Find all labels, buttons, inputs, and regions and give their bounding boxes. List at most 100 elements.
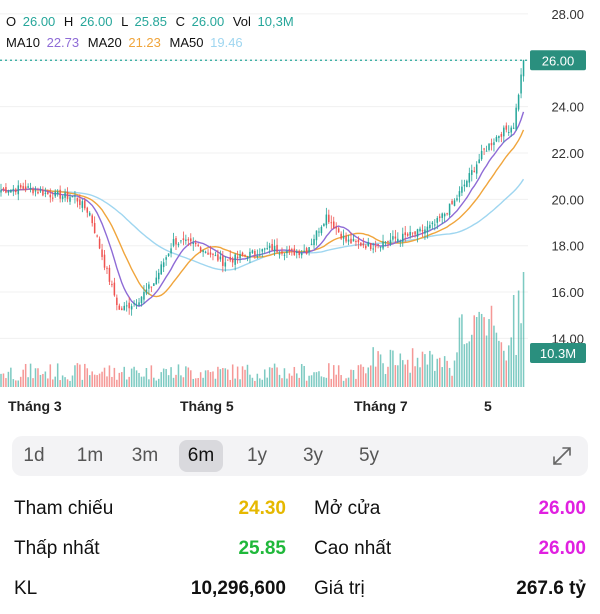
candle-body (56, 191, 59, 195)
stat-low: Thấp nhất 25.85 (14, 538, 286, 574)
candle-body (98, 238, 101, 249)
volume-bar (421, 351, 424, 387)
volume-bar (340, 375, 342, 387)
tab-3y[interactable]: 3y (302, 445, 324, 466)
tab-3m[interactable]: 3m (131, 445, 159, 466)
volume-bar (74, 365, 76, 387)
candle-body (471, 170, 473, 175)
tab-5y[interactable]: 5y (358, 445, 380, 466)
tab-1m[interactable]: 1m (76, 445, 104, 466)
volume-bar (84, 363, 86, 387)
candle-body (303, 250, 305, 252)
volume-bar (172, 377, 175, 387)
volume-bar (305, 380, 308, 387)
volume-bar (288, 373, 291, 387)
candle-body (404, 232, 406, 236)
volume-bar (456, 352, 458, 387)
volume-bar (409, 372, 411, 387)
candle-body (167, 253, 170, 257)
volume-bar (180, 375, 182, 387)
candle-body (24, 186, 27, 190)
candle-body (111, 284, 113, 286)
volume-bar (79, 364, 81, 387)
candle-body (86, 207, 89, 213)
volume-bar (261, 379, 264, 387)
candle-body (12, 188, 15, 190)
candle-body (130, 306, 133, 310)
candle-body (190, 238, 192, 242)
volume-bar (315, 372, 318, 387)
volume-bar (123, 366, 126, 387)
candle-body (360, 242, 362, 246)
expand-icon[interactable] (550, 444, 574, 468)
candle-body (357, 239, 360, 243)
volume-bar (251, 377, 254, 387)
candle-body (382, 241, 384, 249)
candle-body (96, 235, 98, 237)
volume-bar (51, 379, 54, 387)
tab-1d[interactable]: 1d (23, 445, 45, 466)
candle-body (315, 230, 318, 241)
candle-body (76, 197, 79, 202)
price-chart[interactable]: 28.00 26.00 24.00 22.00 20.00 18.00 16.00 14.00… (0, 0, 600, 395)
volume-bar (367, 367, 370, 387)
tab-6m[interactable]: 6m (179, 440, 223, 472)
candle-body (155, 277, 158, 285)
volume-bar (320, 376, 323, 387)
y-tick-label: 20.00 (551, 192, 584, 207)
candle-body (135, 304, 138, 306)
volume-bar (2, 373, 5, 387)
volume-bar (332, 365, 335, 387)
candle-body (320, 226, 323, 234)
candle-body (246, 258, 249, 260)
volume-bar (224, 368, 227, 387)
candle-body (305, 248, 308, 254)
candle-body (101, 249, 103, 257)
stat-value: Giá trị 267.6 tỷ (314, 578, 586, 614)
candle-body (224, 262, 227, 267)
y-tick-label: 18.00 (551, 239, 584, 254)
volume-bar (167, 375, 170, 387)
tab-1y[interactable]: 1y (246, 445, 268, 466)
volume-bar (69, 380, 71, 387)
candle-body (241, 252, 244, 256)
volume-bar (162, 368, 165, 387)
candle-body (10, 189, 12, 193)
volume-bar (463, 344, 466, 387)
candle-body (495, 136, 498, 142)
candle-body (69, 197, 71, 202)
trade-value-label: Giá trị (314, 578, 365, 599)
candle-body (249, 251, 251, 258)
candle-body (84, 200, 86, 209)
volume-bar (22, 369, 24, 387)
volume-bar (293, 366, 296, 387)
candle-body (288, 249, 291, 251)
candle-body (485, 150, 488, 152)
candle-body (298, 251, 301, 256)
volume-bar (426, 364, 429, 387)
candle-body (51, 197, 54, 199)
timeframe-selector: 1d 1m 3m 6m 1y 3y 5y (12, 436, 588, 476)
candle-body (505, 125, 508, 130)
volume-bar (5, 378, 7, 387)
volume-bar (111, 376, 113, 387)
candle-body (520, 74, 522, 94)
candle-body (347, 239, 350, 242)
svg-text:O 26.00 H 26: O 26.00 H 26.00 L 25.85 C 26.00 Vol 10,3… (6, 14, 294, 29)
candle-body (81, 201, 84, 208)
candle-body (202, 250, 204, 253)
volume-bar (300, 364, 303, 387)
candle-body (431, 222, 434, 225)
candle-body (212, 253, 214, 255)
volume-bar (369, 365, 372, 387)
volume-bar (148, 379, 150, 387)
candle-body (372, 248, 374, 250)
candle-body (170, 248, 172, 254)
volume-bar (520, 323, 522, 387)
volume-bar (202, 377, 204, 387)
volume-bar (118, 372, 121, 387)
candle-body (500, 134, 503, 137)
candle-body (461, 186, 463, 193)
ma50-label: MA50 (170, 35, 204, 50)
volume-bar (517, 290, 520, 387)
